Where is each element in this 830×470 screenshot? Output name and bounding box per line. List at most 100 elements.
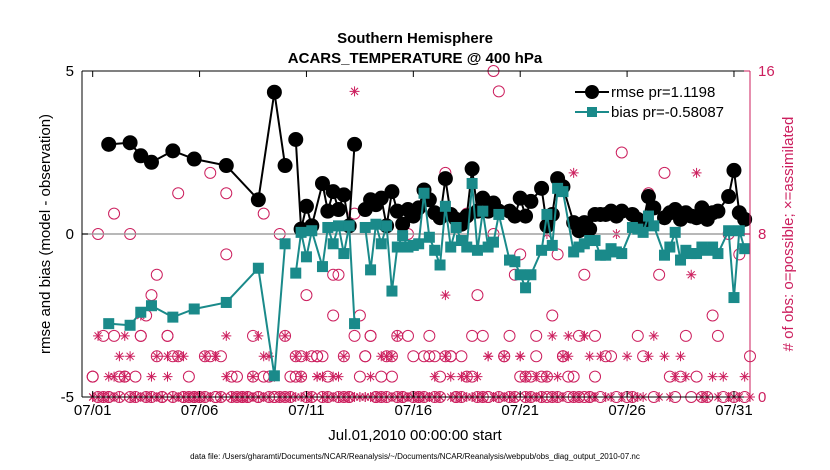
rmse-point — [288, 131, 304, 147]
obs-assimilated-marker — [199, 351, 210, 362]
bias-point — [167, 311, 179, 323]
bias-point — [664, 241, 676, 253]
obs-assimilated-stroke — [222, 332, 231, 340]
obs-assimilated-stroke — [163, 372, 172, 381]
rmse-point — [314, 175, 330, 191]
bias-point — [295, 226, 307, 238]
obs-assimilated-marker — [563, 330, 574, 341]
obs-assimilated-stroke — [484, 352, 492, 361]
obs-possible-marker — [257, 207, 270, 220]
x-axis-label: Jul.01,2010 00:00:00 start — [328, 427, 502, 444]
obs-assimilated-stroke — [559, 352, 567, 361]
obs-possible-marker — [279, 329, 292, 342]
obs-possible-marker — [86, 370, 99, 383]
x-tick-label: 07/21 — [501, 402, 539, 419]
obs-possible-marker — [589, 370, 602, 383]
obs-assimilated-stroke — [623, 352, 631, 361]
obs-assimilated-stroke — [211, 352, 220, 361]
x-tick-label: 07/26 — [608, 402, 646, 419]
bias-point — [349, 318, 361, 330]
obs-assimilated-stroke — [104, 372, 113, 381]
y2-tick-label: 0 — [758, 389, 766, 406]
bias-point — [520, 282, 532, 294]
obs-assimilated-marker — [739, 371, 750, 382]
obs-possible-marker — [423, 329, 436, 342]
obs-assimilated-marker — [557, 351, 568, 362]
obs-possible-marker — [605, 350, 618, 363]
obs-assimilated-stroke — [388, 352, 396, 361]
obs-assimilated-stroke — [120, 332, 129, 340]
obs-assimilated-marker — [718, 371, 729, 382]
obs-possible-marker — [498, 350, 511, 363]
obs-assimilated-stroke — [671, 372, 680, 381]
obs-assimilated-stroke — [596, 352, 605, 361]
obs-assimilated-marker — [584, 351, 595, 362]
obs-assimilated-marker — [290, 351, 301, 362]
obs-assimilated-stroke — [649, 332, 658, 340]
obs-assimilated-marker — [178, 351, 189, 362]
bias-point — [397, 230, 409, 242]
bias-point — [637, 226, 649, 238]
bias-point — [333, 220, 345, 232]
obs-possible-marker — [220, 187, 233, 200]
bias-point — [439, 200, 451, 212]
bias-point — [536, 244, 548, 256]
obs-assimilated-marker — [146, 371, 157, 382]
bias-point — [124, 319, 136, 331]
bias-point — [290, 267, 302, 279]
obs-assimilated-stroke — [441, 352, 450, 361]
obs-assimilated-stroke — [543, 372, 551, 381]
obs-possible-marker — [327, 309, 340, 322]
bias-point — [728, 292, 740, 304]
obs-assimilated-stroke — [281, 332, 289, 340]
obs-assimilated-marker — [162, 371, 173, 382]
bias-point — [514, 269, 526, 281]
rmse-point — [336, 187, 352, 203]
obs-assimilated-stroke — [163, 352, 172, 361]
obs-assimilated-marker — [659, 351, 670, 362]
obs-assimilated-marker — [312, 371, 323, 382]
obs-possible-marker — [353, 370, 366, 383]
obs-possible-marker — [423, 350, 436, 363]
y-tick-label: -5 — [61, 389, 74, 406]
bias-point — [300, 251, 312, 263]
bias-point — [493, 208, 505, 220]
bias-point — [739, 243, 751, 255]
bias-point — [557, 186, 569, 198]
bias-point — [487, 236, 499, 248]
bias-point — [252, 262, 264, 274]
obs-assimilated-stroke — [94, 332, 102, 340]
obs-possible-marker — [578, 268, 591, 281]
obs-assimilated-marker — [670, 371, 681, 382]
obs-assimilated-marker — [328, 371, 339, 382]
rmse-point — [726, 162, 742, 178]
obs-assimilated-stroke — [329, 372, 338, 381]
bias-point — [135, 306, 147, 318]
obs-possible-marker — [348, 329, 361, 342]
obs-assimilated-stroke — [377, 352, 386, 361]
obs-assimilated-marker — [675, 351, 686, 362]
bias-point — [279, 238, 291, 250]
obs-assimilated-marker — [499, 351, 510, 362]
y-tick-label: 0 — [66, 226, 74, 243]
obs-possible-marker — [289, 350, 302, 363]
rmse-point — [384, 184, 400, 200]
bias-point — [733, 225, 745, 237]
legend-label-rmse: rmse pr=1.1198 — [611, 84, 715, 101]
obs-assimilated-marker — [162, 351, 173, 362]
obs-assimilated-stroke — [719, 372, 728, 381]
obs-possible-marker — [546, 309, 559, 322]
obs-possible-marker — [161, 329, 174, 342]
bias-point — [450, 221, 462, 233]
rmse-point — [298, 198, 314, 214]
chart-title: Southern Hemisphere — [337, 30, 493, 47]
bias-point — [343, 220, 355, 232]
obs-assimilated-marker — [280, 330, 291, 341]
obs-assimilated-stroke — [462, 372, 471, 381]
bias-point — [616, 248, 628, 260]
obs-assimilated-marker — [114, 351, 125, 362]
obs-assimilated-marker — [568, 167, 579, 178]
bias-point — [669, 226, 681, 238]
obs-possible-marker — [118, 370, 131, 383]
obs-assimilated-marker — [461, 371, 472, 382]
